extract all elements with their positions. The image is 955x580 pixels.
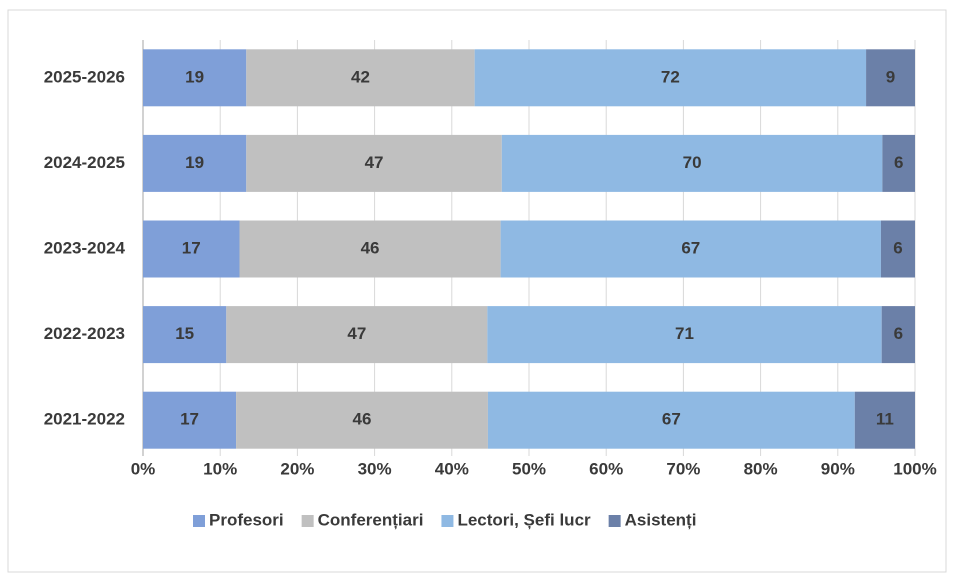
x-tick-label: 80% xyxy=(744,459,778,478)
legend-label: Asistenți xyxy=(625,510,697,529)
x-tick-label: 100% xyxy=(893,459,936,478)
data-label: 67 xyxy=(681,238,700,257)
x-tick-label: 90% xyxy=(821,459,855,478)
x-tick-label: 0% xyxy=(131,459,156,478)
legend-swatch xyxy=(608,515,621,527)
data-label: 46 xyxy=(361,238,380,257)
x-tick-label: 50% xyxy=(512,459,546,478)
bar-segment xyxy=(226,306,488,364)
data-label: 17 xyxy=(182,238,201,257)
x-tick-label: 70% xyxy=(666,459,700,478)
data-label: 6 xyxy=(894,153,903,172)
bar-segment xyxy=(143,134,247,192)
bar-segment xyxy=(246,49,475,107)
bar-segment xyxy=(143,306,227,364)
legend-swatch xyxy=(441,515,454,527)
y-tick-label: 2025-2026 xyxy=(44,67,125,86)
data-label: 72 xyxy=(661,67,680,86)
data-label: 19 xyxy=(185,153,204,172)
bar-segment xyxy=(246,134,502,192)
data-label: 47 xyxy=(365,153,384,172)
y-tick-label: 2023-2024 xyxy=(44,238,126,257)
data-label: 71 xyxy=(675,324,694,343)
data-label: 17 xyxy=(180,410,199,429)
data-label: 42 xyxy=(351,67,370,86)
data-label: 9 xyxy=(886,67,895,86)
legend-swatch xyxy=(301,515,314,527)
x-tick-label: 40% xyxy=(435,459,469,478)
data-label: 11 xyxy=(876,410,894,429)
bar-segment xyxy=(881,306,915,364)
y-tick-label: 2021-2022 xyxy=(44,410,125,429)
data-label: 46 xyxy=(353,410,372,429)
bar-segment xyxy=(854,391,915,449)
data-label: 15 xyxy=(175,324,194,343)
legend-label: Profesori xyxy=(209,510,284,529)
x-tick-label: 30% xyxy=(358,459,392,478)
legend-label: Lectori, Șefi lucr xyxy=(457,510,591,529)
data-label: 6 xyxy=(893,238,902,257)
bar-segment xyxy=(239,220,501,278)
data-label: 19 xyxy=(185,67,204,86)
bar-segment xyxy=(474,49,867,107)
bar-segment xyxy=(487,306,882,364)
bar-segment xyxy=(236,391,488,449)
data-label: 47 xyxy=(347,324,366,343)
bar-segment xyxy=(143,391,237,449)
x-tick-label: 60% xyxy=(589,459,623,478)
data-label: 6 xyxy=(894,324,903,343)
bar-segment xyxy=(501,134,883,192)
legend-label: Conferențiari xyxy=(318,510,424,529)
data-label: 70 xyxy=(683,153,702,172)
bar-segment xyxy=(882,134,915,192)
y-tick-label: 2022-2023 xyxy=(44,324,125,343)
bar-segment xyxy=(866,49,915,107)
bar-segment xyxy=(143,49,247,107)
bar-segment xyxy=(880,220,915,278)
bar-segment xyxy=(487,391,855,449)
legend-swatch xyxy=(193,515,205,527)
x-tick-label: 10% xyxy=(203,459,237,478)
bar-segment xyxy=(143,220,240,278)
y-tick-label: 2024-2025 xyxy=(44,153,125,172)
bar-segment xyxy=(500,220,881,278)
data-label: 67 xyxy=(662,410,681,429)
x-tick-label: 20% xyxy=(280,459,314,478)
